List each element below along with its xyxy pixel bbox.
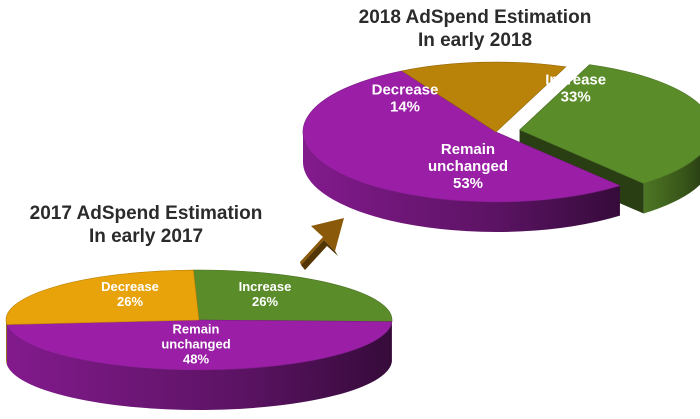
slice-label-increase: Increase 26% xyxy=(239,279,292,309)
chart-title-2017: 2017 AdSpend Estimation In early 2017 xyxy=(0,202,292,248)
pie-2018: Increase 33% Remain unchanged 53% Decrease 14% xyxy=(302,61,700,232)
slice-label-decrease: Decrease 26% xyxy=(101,279,159,309)
slice-value-label: 14% xyxy=(390,99,420,116)
slice-name-label: Increase xyxy=(239,279,292,294)
slice-name-label: unchanged xyxy=(428,158,508,175)
chart-subtitle: In early 2017 xyxy=(88,226,204,247)
pie-side-increase xyxy=(643,154,700,214)
chart-title: 2018 AdSpend Estimation xyxy=(358,7,592,28)
arrow-shadow xyxy=(301,240,338,270)
slice-name-label: Remain xyxy=(173,321,220,336)
pie-slice-remain-unchanged xyxy=(302,70,621,203)
pie-side-decrease xyxy=(6,320,7,365)
slice-name-label: Decrease xyxy=(372,82,439,99)
slice-value-label: 26% xyxy=(252,294,278,309)
chart-title-2018: 2018 AdSpend Estimation In early 2018 xyxy=(310,6,640,52)
chart-title: 2017 AdSpend Estimation xyxy=(29,203,263,224)
pie-side-remain-unchanged xyxy=(303,132,620,232)
slice-label-remain-unchanged: Remain unchanged 48% xyxy=(161,321,230,366)
slice-label-increase: Increase 33% xyxy=(545,71,606,105)
slice-name-label: Decrease xyxy=(101,279,159,294)
slice-value-label: 26% xyxy=(117,294,143,309)
slice-name-label: Remain xyxy=(441,141,495,158)
slice-name-label: Increase xyxy=(545,71,606,88)
pie-side-remain-unchanged xyxy=(6,321,392,410)
pie-slice-decrease xyxy=(401,61,567,133)
pie-slice-decrease xyxy=(5,269,200,325)
slice-value-label: 48% xyxy=(183,351,209,366)
pie-slice-remain-unchanged xyxy=(6,319,393,371)
pie-slice-increase xyxy=(519,64,700,184)
slice-value-label: 53% xyxy=(453,175,483,192)
slice-name-label: unchanged xyxy=(161,336,230,351)
slice-label-remain-unchanged: Remain unchanged 53% xyxy=(428,141,508,192)
slice-label-decrease: Decrease 14% xyxy=(372,82,439,116)
chart-subtitle: In early 2018 xyxy=(417,30,533,51)
pie-slice-increase xyxy=(193,269,393,322)
slice-value-label: 33% xyxy=(561,88,591,105)
arrow-up-right-icon xyxy=(300,218,344,265)
pie-2017: Increase 26%Remain unchanged 48%Decrease 26% xyxy=(5,269,393,410)
